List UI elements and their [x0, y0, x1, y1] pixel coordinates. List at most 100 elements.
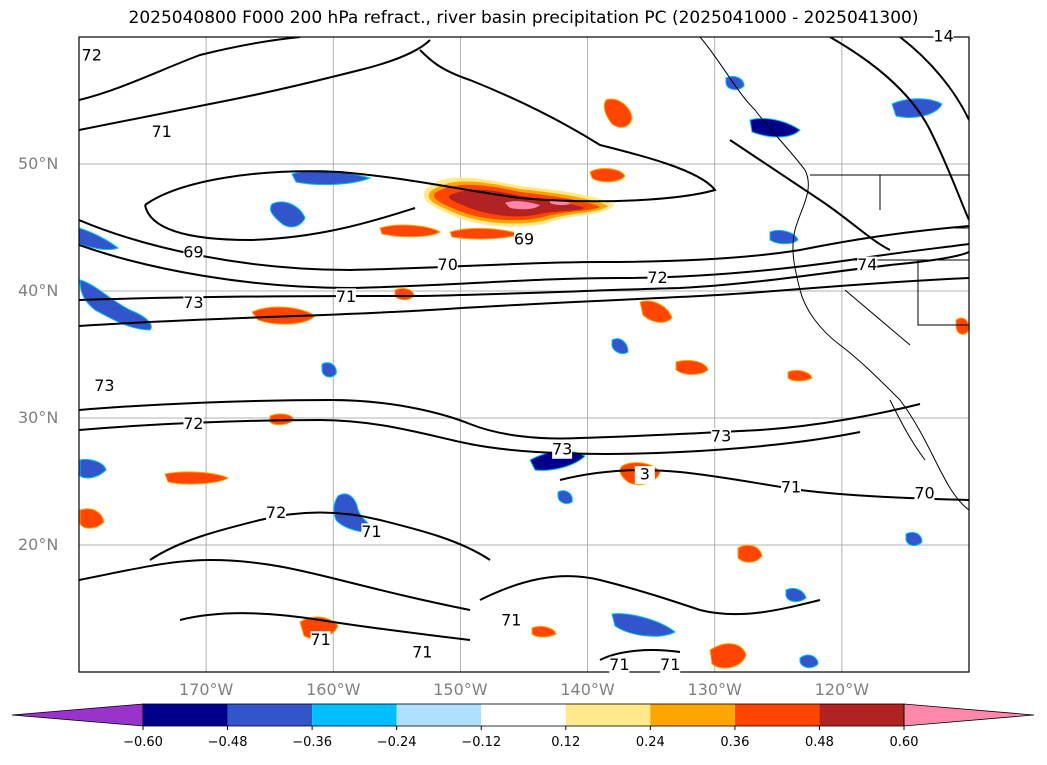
- precip-blob-positive: [379, 224, 441, 238]
- precip-blob-positive: [164, 471, 230, 485]
- map-frame: [78, 36, 970, 673]
- longitude-label: 130°W: [687, 680, 742, 699]
- precip-blob-negative: [725, 75, 745, 91]
- colorbar-tick-label: 0.24: [635, 735, 665, 750]
- colorbar-extend-low: [11, 703, 144, 727]
- contour-label: 72: [82, 46, 102, 65]
- longitude-label: 150°W: [433, 680, 488, 699]
- precip-blob-negative: [79, 227, 119, 251]
- precipitation-field: [79, 75, 969, 669]
- colorbar-tick-label: 0.48: [804, 735, 834, 750]
- colorbar-tick-label: −0.24: [376, 735, 417, 750]
- precip-blob-positive: [675, 359, 709, 375]
- precip-blob-positive: [531, 625, 557, 638]
- coastlines: [699, 37, 969, 511]
- contour-label-bg: [634, 466, 655, 485]
- longitude-label: 140°W: [560, 680, 615, 699]
- contour-label: 73: [711, 427, 731, 446]
- contour-label-bg: [412, 643, 433, 662]
- latitude-label: 30°N: [18, 408, 59, 427]
- latitude-label: 20°N: [18, 535, 59, 554]
- colorbar: [11, 703, 1035, 730]
- contour-label-bg: [660, 656, 681, 675]
- contour-label-bg: [183, 243, 204, 262]
- precip-blob-positive: [589, 168, 626, 183]
- colorbar-tick-label: 0.12: [551, 735, 581, 750]
- contour-label: 69: [514, 230, 534, 249]
- colorbar-segment: [396, 704, 482, 726]
- contour-label-bg: [183, 294, 204, 313]
- colorbar-segment: [819, 704, 904, 726]
- contour-label: 73: [94, 376, 114, 395]
- contour-label-bg: [647, 269, 668, 288]
- precip-blob-negative: [321, 362, 337, 378]
- contour-label: 72: [183, 414, 203, 433]
- colorbar-segment: [650, 704, 735, 726]
- contour-label-bg: [151, 123, 172, 142]
- contour-label: 14: [933, 27, 953, 46]
- colorbar-tick-label: 0.36: [720, 735, 750, 750]
- contour-label-bg: [266, 504, 287, 523]
- longitude-label: 170°W: [178, 680, 234, 699]
- longitude-label: 120°W: [814, 680, 870, 699]
- map-title: 2025040800 F000 200 hPa refract., river …: [128, 8, 919, 28]
- contour-label: 73: [183, 293, 203, 312]
- contour-label-bg: [514, 231, 534, 250]
- precip-blob-negative: [799, 654, 819, 669]
- contour-label-bg: [552, 440, 573, 459]
- precip-blob-negative: [749, 117, 801, 138]
- contour-label: 69: [183, 242, 203, 261]
- contour-label: 71: [660, 655, 680, 674]
- latitude-label: 50°N: [18, 154, 59, 173]
- contour-label: 71: [501, 611, 521, 630]
- precip-blob-positive: [79, 508, 105, 529]
- contour-label: 3: [640, 465, 650, 484]
- precip-blob-positive: [955, 317, 969, 335]
- colorbar-segment: [143, 704, 228, 726]
- contour-label: 72: [647, 268, 667, 287]
- refractivity-contours: [79, 37, 969, 661]
- colorbar-tick-label: −0.36: [292, 735, 333, 750]
- colorbar-tick-label: −0.12: [461, 735, 502, 750]
- colorbar-segment: [312, 704, 397, 726]
- contour-label-bg: [183, 415, 204, 434]
- contour-label-bg: [781, 478, 801, 497]
- colorbar-segment: [565, 704, 651, 726]
- precip-blob-positive: [639, 300, 673, 323]
- precip-blob-negative: [557, 490, 573, 505]
- precip-blob-negative: [769, 229, 799, 245]
- contour-label-bg: [914, 485, 935, 504]
- colorbar-tick-label: −0.60: [123, 735, 163, 750]
- precip-blob-positive: [449, 227, 522, 240]
- contour-label: 72: [266, 503, 286, 522]
- contour-label: 71: [609, 655, 629, 674]
- contour-label-bg: [609, 656, 630, 675]
- precip-blob-negative: [79, 459, 107, 479]
- contour-label: 71: [361, 522, 381, 541]
- precip-blob-positive: [603, 98, 633, 128]
- precip-blob-negative: [269, 201, 306, 228]
- contour-label: 70: [914, 484, 934, 503]
- precip-blob-negative: [611, 338, 629, 355]
- colorbar-extend-high: [903, 703, 1035, 727]
- contour-labels: 72 71 14 69 69 70 72 74 73 71 73 72 73 73 3 71 70 72 71 71 7…: [82, 27, 954, 675]
- contour-label-bg: [501, 612, 522, 631]
- contour-label-bg: [310, 631, 331, 650]
- contour-label-bg: [336, 288, 356, 307]
- contour-label-bg: [361, 523, 382, 542]
- colorbar-segment: [481, 704, 566, 726]
- contour-label: 70: [438, 255, 458, 274]
- longitude-label: 160°W: [306, 680, 361, 699]
- graticule: [79, 37, 969, 672]
- contour-label: 71: [151, 122, 171, 141]
- precip-blob-negative: [291, 170, 372, 186]
- contour-label-bg: [711, 428, 732, 447]
- precip-blob-negative: [905, 531, 923, 547]
- latitude-label: 40°N: [18, 281, 59, 300]
- precip-blob-positive: [709, 643, 747, 669]
- precip-blob-negative: [611, 613, 676, 637]
- contour-label: 74: [857, 255, 877, 274]
- colorbar-segment: [227, 704, 313, 726]
- colorbar-tick-label: 0.60: [889, 735, 919, 750]
